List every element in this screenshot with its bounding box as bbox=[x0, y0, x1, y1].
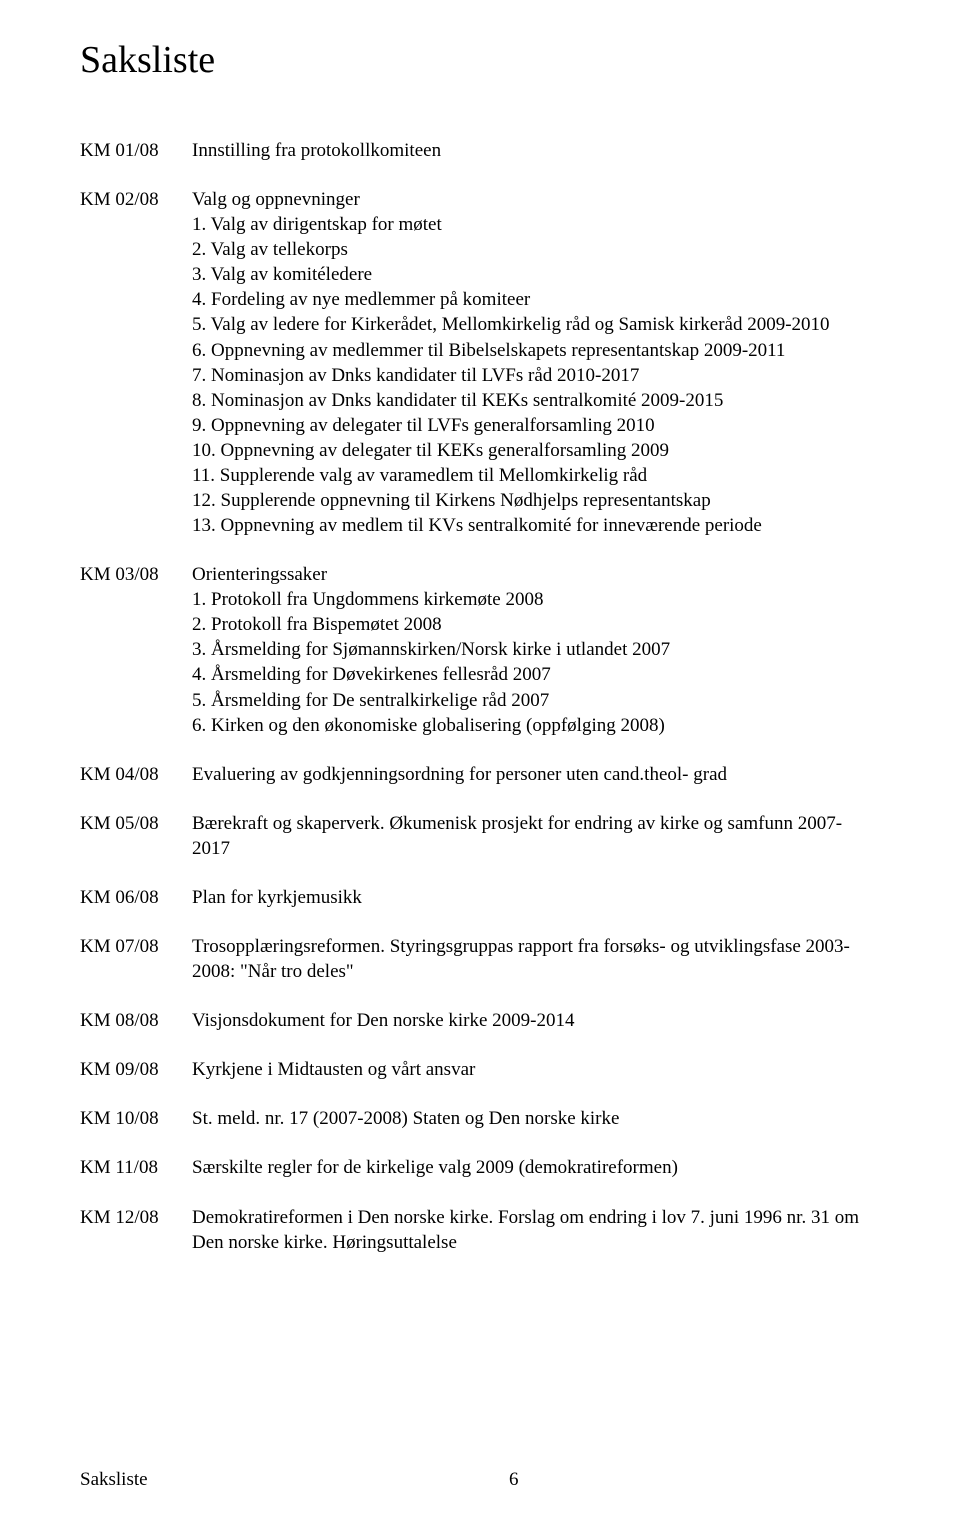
item-heading: Innstilling fra protokollkomiteen bbox=[192, 138, 880, 163]
list-item: 1. Valg av dirigentskap for møtet bbox=[192, 212, 880, 237]
list-item: 11. Supplerende valg av varamedlem til M… bbox=[192, 463, 880, 488]
footer-left: Saksliste bbox=[80, 1469, 148, 1491]
item-body: Bærekraft og skaperverk. Økumenisk prosj… bbox=[192, 811, 880, 861]
item-heading: Orienteringssaker bbox=[192, 562, 880, 587]
item-code: KM 09/08 bbox=[80, 1057, 192, 1082]
item-heading: Demokratireformen i Den norske kirke. Fo… bbox=[192, 1205, 880, 1255]
agenda-item-km03: KM 03/08 Orienteringssaker 1. Protokoll … bbox=[80, 562, 880, 738]
list-item: 2. Protokoll fra Bispemøtet 2008 bbox=[192, 612, 880, 637]
list-item: 2. Valg av tellekorps bbox=[192, 237, 880, 262]
agenda-item-km06: KM 06/08 Plan for kyrkjemusikk bbox=[80, 885, 880, 910]
agenda-item-km08: KM 08/08 Visjonsdokument for Den norske … bbox=[80, 1008, 880, 1033]
list-item: 4. Årsmelding for Døvekirkenes fellesråd… bbox=[192, 662, 880, 687]
item-code: KM 02/08 bbox=[80, 187, 192, 538]
item-heading: St. meld. nr. 17 (2007-2008) Staten og D… bbox=[192, 1106, 880, 1131]
agenda-item-km02: KM 02/08 Valg og oppnevninger 1. Valg av… bbox=[80, 187, 880, 538]
list-item: 7. Nominasjon av Dnks kandidater til LVF… bbox=[192, 363, 880, 388]
list-item: 13. Oppnevning av medlem til KVs sentral… bbox=[192, 513, 880, 538]
item-body: Demokratireformen i Den norske kirke. Fo… bbox=[192, 1205, 880, 1255]
agenda-item-km09: KM 09/08 Kyrkjene i Midtausten og vårt a… bbox=[80, 1057, 880, 1082]
list-item: 5. Valg av ledere for Kirkerådet, Mellom… bbox=[192, 312, 880, 337]
item-heading: Kyrkjene i Midtausten og vårt ansvar bbox=[192, 1057, 880, 1082]
item-body: Innstilling fra protokollkomiteen bbox=[192, 138, 880, 163]
item-heading: Bærekraft og skaperverk. Økumenisk prosj… bbox=[192, 811, 880, 861]
item-body: Kyrkjene i Midtausten og vårt ansvar bbox=[192, 1057, 880, 1082]
item-body: St. meld. nr. 17 (2007-2008) Staten og D… bbox=[192, 1106, 880, 1131]
agenda-item-km12: KM 12/08 Demokratireformen i Den norske … bbox=[80, 1205, 880, 1255]
list-item: 3. Valg av komitéledere bbox=[192, 262, 880, 287]
list-item: 3. Årsmelding for Sjømannskirken/Norsk k… bbox=[192, 637, 880, 662]
item-code: KM 05/08 bbox=[80, 811, 192, 861]
list-item: 1. Protokoll fra Ungdommens kirkemøte 20… bbox=[192, 587, 880, 612]
item-code: KM 03/08 bbox=[80, 562, 192, 738]
agenda-item-km07: KM 07/08 Trosopplæringsreformen. Styring… bbox=[80, 934, 880, 984]
agenda-item-km01: KM 01/08 Innstilling fra protokollkomite… bbox=[80, 138, 880, 163]
page-title: Saksliste bbox=[80, 38, 880, 82]
item-code: KM 04/08 bbox=[80, 762, 192, 787]
item-code: KM 08/08 bbox=[80, 1008, 192, 1033]
item-code: KM 07/08 bbox=[80, 934, 192, 984]
list-item: 6. Kirken og den økonomiske globaliserin… bbox=[192, 713, 880, 738]
item-code: KM 11/08 bbox=[80, 1155, 192, 1180]
list-item: 5. Årsmelding for De sentralkirkelige rå… bbox=[192, 688, 880, 713]
item-heading: Plan for kyrkjemusikk bbox=[192, 885, 880, 910]
list-item: 10. Oppnevning av delegater til KEKs gen… bbox=[192, 438, 880, 463]
list-item: 12. Supplerende oppnevning til Kirkens N… bbox=[192, 488, 880, 513]
list-item: 8. Nominasjon av Dnks kandidater til KEK… bbox=[192, 388, 880, 413]
item-heading: Valg og oppnevninger bbox=[192, 187, 880, 212]
agenda-item-km11: KM 11/08 Særskilte regler for de kirkeli… bbox=[80, 1155, 880, 1180]
item-heading: Trosopplæringsreformen. Styringsgruppas … bbox=[192, 934, 880, 984]
item-body: Plan for kyrkjemusikk bbox=[192, 885, 880, 910]
item-body: Visjonsdokument for Den norske kirke 200… bbox=[192, 1008, 880, 1033]
item-code: KM 12/08 bbox=[80, 1205, 192, 1255]
item-list: 1. Valg av dirigentskap for møtet 2. Val… bbox=[192, 212, 880, 538]
footer-page-number: 6 bbox=[80, 1469, 880, 1491]
item-body: Orienteringssaker 1. Protokoll fra Ungdo… bbox=[192, 562, 880, 738]
page: Saksliste KM 01/08 Innstilling fra proto… bbox=[0, 0, 960, 1521]
item-body: Valg og oppnevninger 1. Valg av dirigent… bbox=[192, 187, 880, 538]
list-item: 9. Oppnevning av delegater til LVFs gene… bbox=[192, 413, 880, 438]
agenda-item-km10: KM 10/08 St. meld. nr. 17 (2007-2008) St… bbox=[80, 1106, 880, 1131]
item-body: Trosopplæringsreformen. Styringsgruppas … bbox=[192, 934, 880, 984]
item-heading: Visjonsdokument for Den norske kirke 200… bbox=[192, 1008, 880, 1033]
page-footer: Saksliste 6 bbox=[80, 1469, 880, 1491]
item-list: 1. Protokoll fra Ungdommens kirkemøte 20… bbox=[192, 587, 880, 737]
list-item: 6. Oppnevning av medlemmer til Bibelsels… bbox=[192, 338, 880, 363]
agenda-item-km05: KM 05/08 Bærekraft og skaperverk. Økumen… bbox=[80, 811, 880, 861]
item-heading: Evaluering av godkjenningsordning for pe… bbox=[192, 762, 880, 787]
item-code: KM 01/08 bbox=[80, 138, 192, 163]
item-body: Evaluering av godkjenningsordning for pe… bbox=[192, 762, 880, 787]
item-heading: Særskilte regler for de kirkelige valg 2… bbox=[192, 1155, 880, 1180]
list-item: 4. Fordeling av nye medlemmer på komitee… bbox=[192, 287, 880, 312]
item-body: Særskilte regler for de kirkelige valg 2… bbox=[192, 1155, 880, 1180]
item-code: KM 10/08 bbox=[80, 1106, 192, 1131]
agenda-item-km04: KM 04/08 Evaluering av godkjenningsordni… bbox=[80, 762, 880, 787]
item-code: KM 06/08 bbox=[80, 885, 192, 910]
